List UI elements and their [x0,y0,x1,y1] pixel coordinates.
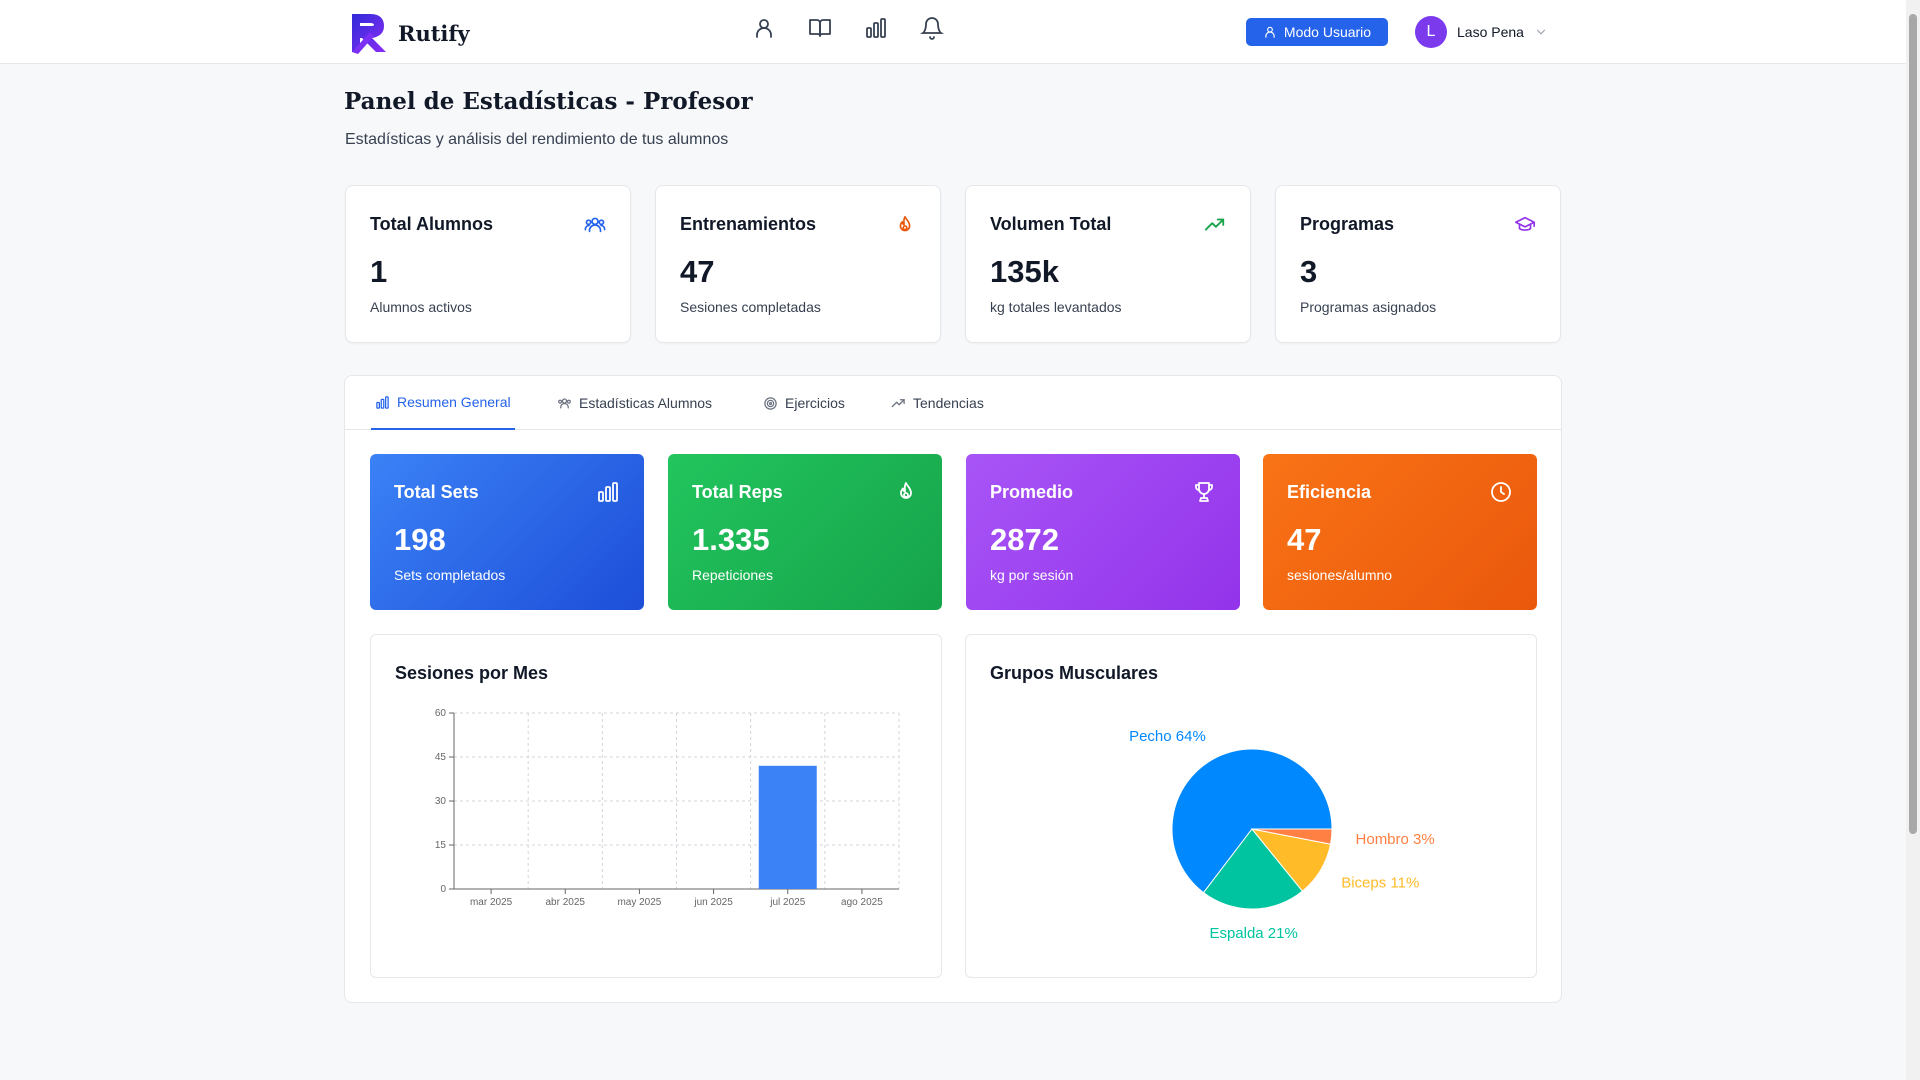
x-tick-label: jun 2025 [693,897,733,908]
stat-title: Entrenamientos [680,214,817,234]
user-menu[interactable]: L Laso Pena [1415,16,1548,48]
statistics-panel: Resumen General Estadísticas Alumnos Eje… [344,375,1562,1003]
tab-student-stats[interactable]: Estadísticas Alumnos [557,376,712,430]
x-tick-label: jul 2025 [769,897,805,908]
chart-title: Sesiones por Mes [395,663,549,683]
x-tick-label: may 2025 [617,897,661,908]
sessions-bar-chart: 0 15 30 45 60 mar 2025 abr 2025 may 2025 jun 202… [435,708,900,908]
stat-description: Sesiones completadas [680,299,821,315]
pie-label: Pecho 64% [1129,728,1206,745]
y-tick-label: 0 [440,884,446,895]
summary-card-description: kg por sesión [990,567,1074,583]
summary-card-description: sesiones/alumno [1287,567,1393,583]
tab-label: Ejercicios [785,395,845,411]
rutify-logo-icon [352,14,386,54]
x-tick-label: ago 2025 [841,897,883,908]
trending-up-icon [891,398,905,407]
brand-name: Rutify [398,20,470,46]
x-tick-label: mar 2025 [470,897,513,908]
pie-label: Espalda 21% [1209,925,1297,942]
summary-card-average: Promedio 2872 kg por sesión [966,454,1240,610]
user-name: Laso Pena [1457,24,1524,40]
summary-card-description: Repeticiones [692,567,773,583]
stat-value: 135k [990,254,1059,289]
stat-value: 3 [1300,254,1318,289]
bar-chart-icon[interactable] [864,16,888,40]
tab-label: Resumen General [397,394,511,410]
summary-card-title: Promedio [990,482,1074,502]
stat-card-students: Total Alumnos 1 Alumnos activos [345,185,631,343]
muscle-groups-card: Grupos Musculares Pecho 64% Espalda 21% Bi… [965,634,1537,978]
trending-up-icon [1204,214,1226,236]
page-title: Panel de Estadísticas - Profesor [344,88,753,115]
tab-exercises[interactable]: Ejercicios [763,376,845,430]
pie-slice[interactable] [1171,748,1333,894]
bar-chart-icon [376,395,389,409]
stat-description: Alumnos activos [370,299,472,315]
y-tick-label: 30 [435,796,447,807]
graduation-cap-icon [1514,214,1536,236]
summary-card-value: 47 [1287,522,1322,557]
pie-label: Hombro 3% [1356,831,1435,848]
stat-description: Programas asignados [1300,299,1437,315]
stat-description: kg totales levantados [990,299,1122,315]
stat-card-trainings: Entrenamientos 47 Sesiones completadas [655,185,941,343]
tab-label: Estadísticas Alumnos [579,395,713,411]
x-tick-label: abr 2025 [546,897,586,908]
tab-bar: Resumen General Estadísticas Alumnos Eje… [345,376,1561,430]
trophy-icon [1192,480,1216,504]
book-icon[interactable] [808,16,832,40]
chart-title: Grupos Musculares [990,663,1159,683]
top-navbar: Rutify Modo Usuario L Laso Pena [0,0,1906,64]
summary-card-description: Sets completados [394,567,506,583]
tab-label: Tendencias [913,395,984,411]
summary-card-total-sets: Total Sets 198 Sets completados [370,454,644,610]
clock-icon [1489,480,1513,504]
user-icon[interactable] [752,16,776,40]
y-tick-label: 60 [435,708,447,719]
stat-title: Volumen Total [990,214,1112,234]
pie-label: Biceps 11% [1341,874,1419,891]
bar[interactable] [758,765,817,889]
scrollbar-thumb[interactable] [1909,14,1917,834]
brand[interactable]: Rutify [348,12,470,54]
stat-title: Programas [1300,214,1395,234]
tab-general-summary[interactable]: Resumen General [371,376,515,430]
summary-card-efficiency: Eficiencia 47 sesiones/alumno [1263,454,1537,610]
stat-card-volume: Volumen Total 135k kg totales levantados [965,185,1251,343]
avatar: L [1415,16,1447,48]
user-mode-button[interactable]: Modo Usuario [1246,18,1388,46]
summary-card-title: Eficiencia [1287,482,1372,502]
muscle-groups-pie-chart: Pecho 64% Espalda 21% Biceps 11% Hombro 3% [1129,728,1435,942]
summary-card-total-reps: Total Reps 1.335 Repeticiones [668,454,942,610]
user-icon [1265,26,1275,38]
stat-card-programs: Programas 3 Programas asignados [1275,185,1561,343]
target-icon [764,396,777,410]
pie-slice[interactable] [1202,828,1304,910]
flame-icon [894,480,918,504]
pie-slice[interactable] [1251,828,1333,845]
summary-card-title: Total Reps [692,482,783,502]
bar-chart-icon [596,480,620,504]
page-subtitle: Estadísticas y análisis del rendimiento … [345,131,729,148]
sessions-per-month-card: Sesiones por Mes 0 15 30 45 60 mar 2025 abr 20… [370,634,942,978]
summary-card-value: 2872 [990,522,1059,557]
users-icon [584,214,606,236]
stat-value: 47 [680,254,715,289]
y-tick-label: 45 [435,752,447,763]
chevron-down-icon [1536,29,1546,35]
stat-title: Total Alumnos [370,214,493,234]
tab-trends[interactable]: Tendencias [891,376,984,430]
summary-card-value: 198 [394,522,446,557]
main-nav [752,16,944,40]
summary-card-title: Total Sets [394,482,479,502]
y-tick-label: 15 [435,840,447,851]
flame-icon [894,214,916,236]
user-mode-label: Modo Usuario [1283,24,1372,40]
bell-icon[interactable] [920,16,944,40]
summary-card-value: 1.335 [692,522,770,557]
stat-value: 1 [370,254,388,289]
users-icon [558,397,571,408]
